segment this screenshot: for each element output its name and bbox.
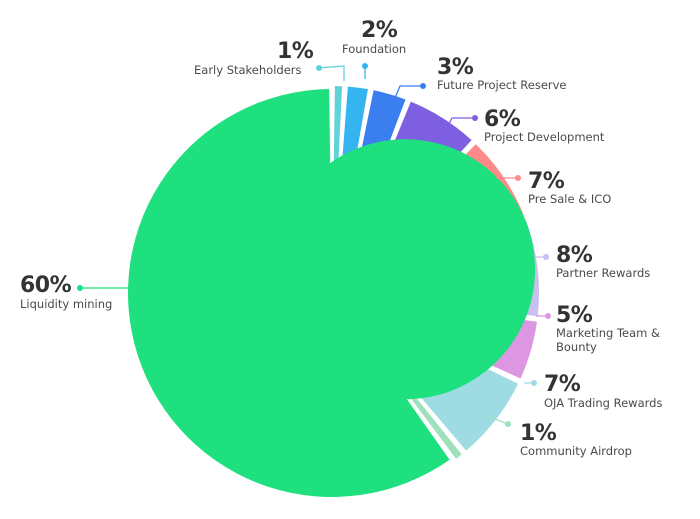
leader-dot-community-airdrop	[505, 421, 511, 427]
slice-pct-foundation: 2%	[361, 18, 398, 43]
slice-label-liquidity-mining: Liquidity mining	[20, 297, 113, 311]
leader-line-project-development	[447, 117, 475, 127]
leader-dot-oja-trading-rewards	[531, 380, 537, 386]
slice-label-project-development: Project Development	[484, 130, 605, 144]
slice-early-stakeholders	[333, 86, 343, 164]
slice-pct-future-project-reserve: 3%	[437, 55, 474, 80]
slice-pct-early-stakeholders: 1%	[277, 39, 314, 64]
slice-pct-community-airdrop: 1%	[520, 421, 557, 446]
slice-label-foundation: Foundation	[342, 42, 407, 56]
leader-dot-liquidity-mining	[77, 285, 83, 291]
slice-pct-project-development: 6%	[484, 107, 521, 132]
leader-dot-project-development	[472, 115, 478, 121]
slice-label-oja-trading-rewards: OJA Trading Rewards	[544, 396, 663, 410]
slice-label-partner-rewards: Partner Rewards	[556, 266, 651, 280]
leader-dot-future-project-reserve	[420, 83, 426, 89]
slice-label-early-stakeholders: Early Stakeholders	[194, 63, 302, 77]
slice-label-future-project-reserve: Future Project Reserve	[437, 78, 567, 92]
leader-dot-partner-rewards	[543, 254, 549, 260]
leader-dot-early-stakeholders	[316, 65, 322, 71]
slice-label-marketing-team-bounty: Marketing Team & Bounty	[556, 326, 660, 354]
leader-dot-pre-sale-ico	[515, 175, 521, 181]
leader-line-future-project-reserve	[394, 85, 423, 99]
slice-pct-pre-sale-ico: 7%	[528, 169, 565, 194]
leader-dot-marketing-team-bounty	[545, 313, 551, 319]
leader-line-community-airdrop	[486, 415, 509, 425]
slice-pct-oja-trading-rewards: 7%	[544, 372, 581, 397]
slice-liquidity-mining	[128, 89, 536, 497]
slice-pct-liquidity-mining: 60%	[20, 273, 72, 298]
slice-label-pre-sale-ico: Pre Sale & ICO	[528, 192, 612, 206]
slice-pct-partner-rewards: 8%	[556, 243, 593, 268]
leader-dot-foundation	[362, 63, 368, 69]
slice-pct-marketing-team-bounty: 5%	[556, 303, 593, 328]
slice-label-community-airdrop: Community Airdrop	[520, 444, 632, 458]
slice-community-airdrop	[409, 394, 462, 459]
leader-line-early-stakeholders	[318, 65, 345, 81]
slice-foundation	[341, 86, 368, 165]
